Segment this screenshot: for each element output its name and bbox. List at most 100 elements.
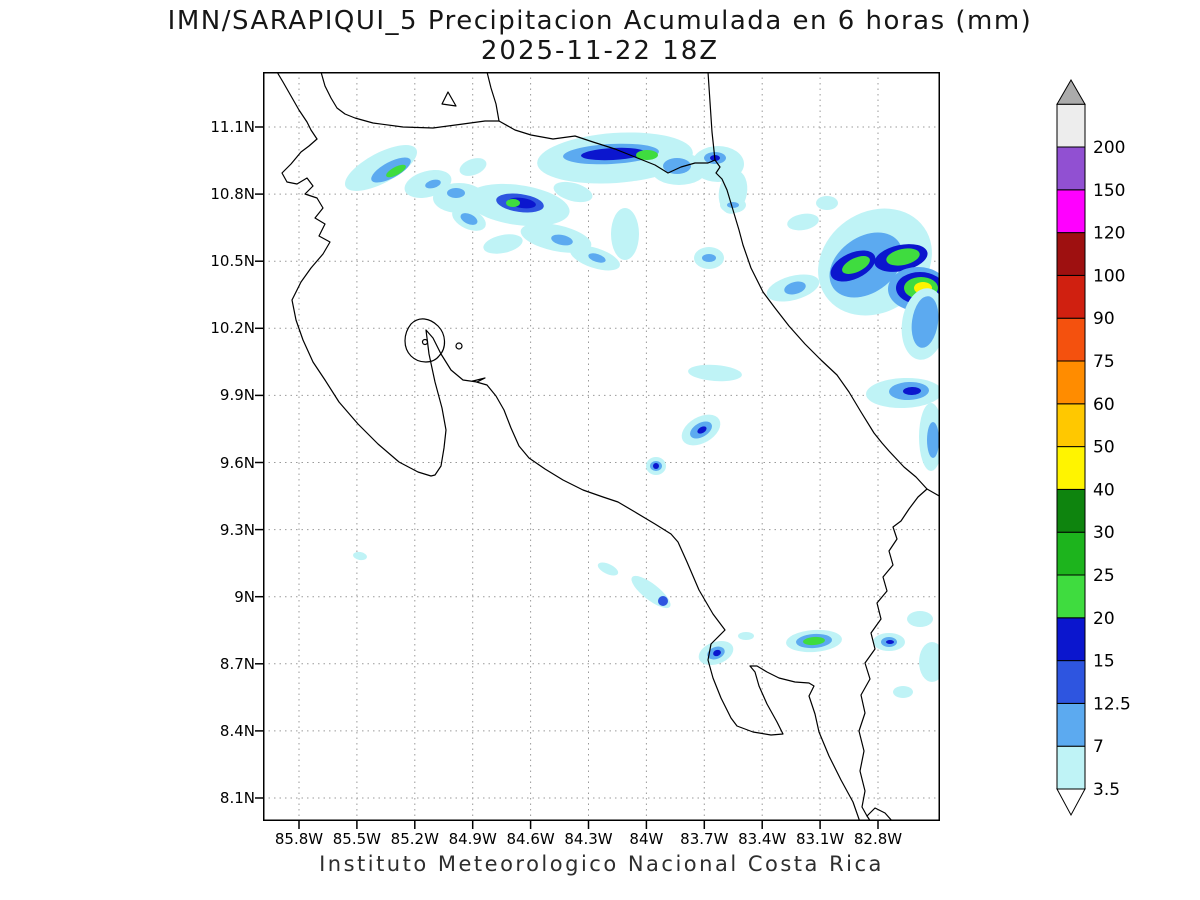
coastline-nicaragua-caribbean	[707, 72, 716, 161]
lon-tick-label: 83.4W	[738, 830, 787, 848]
lat-tick-label: 10.2N	[210, 319, 255, 338]
lat-tick-label: 9.6N	[219, 453, 255, 472]
colorbar-band	[1056, 403, 1086, 448]
precip-cell-level-1	[919, 642, 940, 682]
lon-tick-label: 84.9W	[448, 830, 497, 848]
gulf-islet	[455, 342, 463, 350]
lat-tick-label: 8.4N	[219, 721, 255, 740]
colorbar-label: 60	[1093, 395, 1115, 415]
precip-cell-level-5	[506, 199, 520, 207]
precip-cell-level-5	[842, 256, 870, 274]
colorbar-label: 120	[1093, 224, 1125, 244]
lon-tick-label: 84.6W	[506, 830, 555, 848]
chart-title: IMN/SARAPIQUI_5 Precipitacion Acumulada …	[167, 6, 1033, 36]
colorbar-band	[1056, 660, 1086, 704]
colorbar-band	[1056, 232, 1086, 276]
border-costa-rica-panama	[858, 488, 928, 821]
colorbar-label: 150	[1093, 181, 1125, 201]
colorbar-band	[1056, 103, 1086, 148]
precip-cell-level-2	[702, 254, 716, 262]
plot-frame	[263, 72, 940, 821]
nicoya-lagoon-ring	[404, 318, 446, 363]
colorbar-label: 25	[1093, 566, 1115, 586]
lon-tick-label: 82.8W	[853, 830, 903, 848]
lat-tick-label: 9N	[234, 587, 255, 606]
precip-cell-level-3	[658, 596, 668, 606]
precip-cell-level-2	[927, 422, 939, 458]
precip-cell-level-2	[460, 213, 478, 225]
colorbar-below-min-triangle	[1056, 788, 1086, 817]
lat-tick-label: 9.3N	[219, 520, 255, 539]
coastline-lake-nicaragua-east	[486, 72, 500, 122]
axis-ticks	[255, 126, 879, 829]
colorbar-above-max-triangle	[1056, 79, 1086, 105]
precip-cell-level-1	[611, 208, 639, 260]
precip-cell-level-4	[697, 426, 707, 434]
colorbar-band	[1056, 488, 1086, 533]
precip-cell-level-4	[886, 640, 894, 644]
colorbar-band	[1056, 531, 1086, 576]
border-costa-rica-nicaragua	[498, 120, 716, 174]
precip-cell-level-1	[597, 562, 619, 576]
precip-cell-level-2	[663, 158, 691, 174]
colorbar-label: 100	[1093, 266, 1125, 286]
precip-cell-level-2	[727, 202, 739, 208]
colorbar-label: 40	[1093, 480, 1115, 500]
footer-credit: Instituto Meteorologico Nacional Costa R…	[319, 852, 884, 876]
colorbar-label: 90	[1093, 309, 1115, 329]
lon-tick-label: 83.7W	[680, 830, 729, 848]
precip-cell-level-1	[893, 686, 913, 698]
lat-tick-label: 8.1N	[219, 789, 255, 807]
coastline-costa-rica-caribbean	[714, 159, 940, 498]
colorbar-band	[1056, 702, 1086, 747]
precip-cell-level-2	[588, 253, 606, 263]
coastline-costa-rica-pacific	[281, 138, 861, 821]
gridlines	[263, 72, 940, 821]
colorbar-band	[1056, 446, 1086, 490]
chart-subtitle-datetime: 2025-11-22 18Z	[480, 36, 720, 66]
precipitation-field	[344, 132, 940, 698]
colorbar-label: 30	[1093, 523, 1115, 543]
ometepe-island	[441, 91, 457, 107]
colorbar-band	[1056, 745, 1086, 790]
lat-tick-label: 8.7N	[219, 654, 255, 673]
colorbar-band	[1056, 189, 1086, 234]
lat-tick-label: 10.8N	[210, 185, 255, 204]
precip-cell-level-2	[911, 296, 939, 348]
colorbar-band	[1056, 360, 1086, 405]
precip-cell-level-1	[907, 611, 933, 627]
precip-cell-level-1	[353, 551, 367, 561]
colorbar-label: 200	[1093, 138, 1125, 158]
precip-cell-level-4	[903, 386, 921, 396]
precip-cell-level-4	[713, 649, 721, 657]
colorbar-band	[1056, 274, 1086, 319]
lon-tick-label: 84W	[629, 830, 664, 848]
lon-tick-label: 83.1W	[795, 830, 845, 848]
precip-cell-level-1	[459, 158, 487, 176]
colorbar-band	[1056, 317, 1086, 362]
precip-cell-level-1	[631, 575, 671, 609]
precip-cell-level-1	[816, 196, 838, 210]
precip-cell-level-2	[784, 281, 806, 295]
precip-cell-level-2	[425, 179, 441, 189]
coastline-lake-nicaragua-west	[320, 72, 500, 129]
lon-tick-label: 85.2W	[390, 830, 439, 848]
lat-tick-label: 10.5N	[210, 252, 255, 271]
map-plot	[255, 72, 940, 829]
coastline-nicaragua-pacific	[276, 72, 318, 140]
precip-cell-level-5	[636, 150, 658, 160]
colorbar-band	[1056, 146, 1086, 191]
colorbar-label: 7	[1093, 737, 1104, 757]
lat-tick-label: 9.9N	[219, 386, 255, 405]
lat-tick-label: 11.1N	[210, 118, 255, 136]
precip-cell-level-2	[551, 234, 573, 246]
precip-cell-level-5	[803, 636, 825, 646]
precip-cell-level-4	[653, 463, 659, 469]
precip-cell-level-5	[886, 248, 920, 266]
colorbar-label: 75	[1093, 352, 1115, 372]
precip-cell-level-1	[738, 632, 754, 640]
colorbar-band	[1056, 574, 1086, 619]
colorbar-band	[1056, 617, 1086, 662]
colorbar-label: 12.5	[1093, 694, 1131, 714]
